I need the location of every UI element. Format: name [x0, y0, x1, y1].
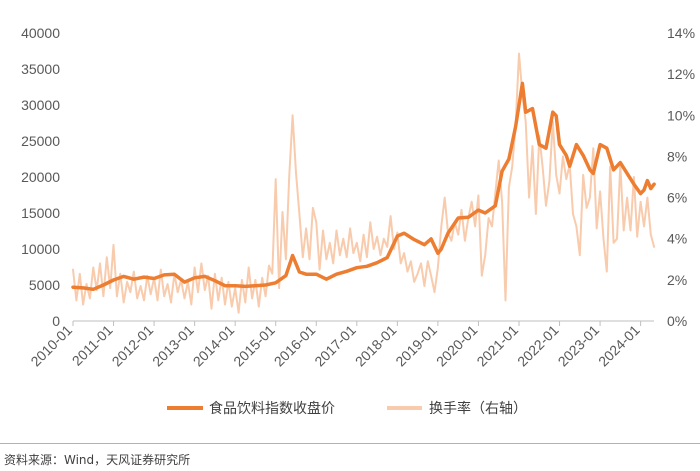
series-layer [71, 52, 656, 314]
left-tick-label: 40000 [21, 25, 60, 41]
left-axis-ticks: 0 5000 10000 15000 20000 25000 30000 35000 40000 [21, 25, 60, 329]
legend-label-turnover: 换手率（右轴） [429, 400, 527, 417]
series-close-line [71, 81, 656, 292]
right-tick-label: 8% [667, 148, 687, 164]
right-tick-label: 6% [667, 190, 687, 206]
x-tick-label: 2017-01 [311, 322, 359, 370]
x-tick-label: 2012-01 [109, 322, 157, 370]
x-tick-label: 2016-01 [271, 322, 319, 370]
x-tick-label: 2014-01 [190, 322, 238, 370]
right-tick-label: 4% [667, 231, 687, 247]
legend: 食品饮料指数收盘价 换手率（右轴） [167, 400, 527, 417]
source-divider [0, 443, 700, 444]
x-tick-label: 2020-01 [433, 322, 481, 370]
x-axis-ticks: 2010-012011-012012-012013-012014-012015-… [27, 321, 643, 370]
left-tick-label: 10000 [21, 241, 60, 257]
x-tick-label: 2019-01 [392, 322, 440, 370]
x-tick-label: 2024-01 [595, 322, 643, 370]
x-tick-label: 2022-01 [514, 322, 562, 370]
left-tick-label: 25000 [21, 133, 60, 149]
x-tick-label: 2023-01 [555, 322, 603, 370]
left-tick-label: 20000 [21, 169, 60, 185]
left-tick-label: 0 [52, 313, 60, 329]
legend-label-close: 食品饮料指数收盘价 [209, 400, 335, 417]
left-tick-label: 30000 [21, 97, 60, 113]
left-tick-label: 35000 [21, 61, 60, 77]
right-axis-ticks: 0% 2% 4% 6% 8% 10% 12% 14% [667, 25, 695, 329]
right-tick-label: 14% [667, 25, 695, 41]
x-tick-label: 2021-01 [473, 322, 521, 370]
left-tick-label: 15000 [21, 205, 60, 221]
source-note: 资料来源：Wind，天风证券研究所 [4, 453, 191, 467]
left-tick-label: 5000 [29, 277, 60, 293]
right-tick-label: 12% [667, 66, 695, 82]
x-tick-label: 2015-01 [230, 322, 278, 370]
x-tick-label: 2018-01 [352, 322, 400, 370]
chart: 0 5000 10000 15000 20000 25000 30000 35000 40000… [21, 25, 695, 417]
x-tick-label: 2013-01 [149, 322, 197, 370]
right-tick-label: 0% [667, 313, 687, 329]
x-tick-label: 2011-01 [69, 322, 116, 369]
right-tick-label: 2% [667, 272, 687, 288]
series-turnover-line [72, 52, 656, 314]
right-tick-label: 10% [667, 107, 695, 123]
